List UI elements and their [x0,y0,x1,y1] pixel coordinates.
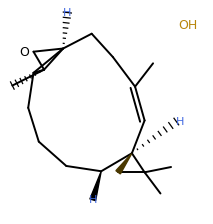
Polygon shape [116,153,132,174]
Polygon shape [90,171,101,201]
Text: H: H [89,195,97,205]
Text: H: H [63,8,72,17]
Text: H: H [176,116,185,127]
Text: OH: OH [178,19,198,32]
Text: O: O [19,46,29,59]
